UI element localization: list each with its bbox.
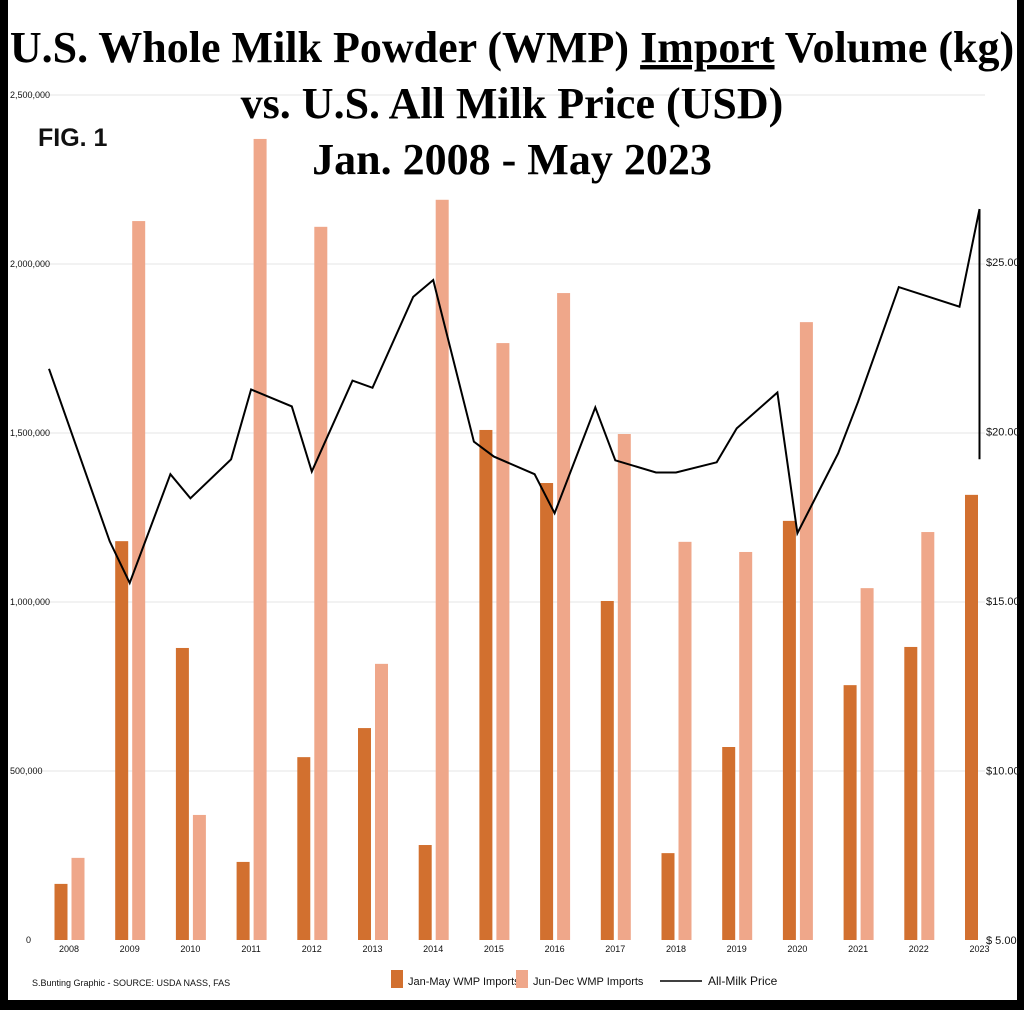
bar-jun-dec-2012 [314, 226, 328, 940]
bar-jun-dec-2020 [799, 322, 813, 940]
title-import-word: Import [640, 23, 775, 72]
bar-jun-dec-2016 [557, 293, 571, 940]
x-axis-tick-label: 2016 [545, 944, 565, 954]
x-axis-tick-label: 2019 [727, 944, 747, 954]
bar-jun-dec-2008 [71, 857, 85, 940]
bar-jan-may-2023 [965, 494, 978, 940]
left-axis-tick-label: 1,000,000 [10, 597, 50, 607]
bar-jan-may-2019 [722, 747, 736, 940]
left-axis-tick-label: 1,500,000 [10, 428, 50, 438]
right-axis-tick-label: $25.00 [986, 257, 1020, 269]
bar-jan-may-2014 [418, 845, 432, 940]
right-axis-tick-label: $15.00 [986, 596, 1020, 608]
bar-jun-dec-2017 [617, 434, 631, 940]
bar-jun-dec-2013 [375, 663, 388, 940]
x-axis-tick-label: 2012 [302, 944, 322, 954]
bar-jan-may-2015 [479, 429, 493, 940]
legend-swatch-jan-may [391, 970, 403, 988]
x-axis-tick-label: 2018 [666, 944, 686, 954]
left-axis-tick-label: 2,500,000 [10, 90, 50, 100]
chart-title-line-3: Jan. 2008 - May 2023 [312, 135, 712, 184]
x-axis-tick-label: 2013 [362, 944, 382, 954]
right-axis-tick-label: $20.00 [986, 427, 1020, 439]
bar-jan-may-2018 [661, 853, 675, 940]
x-axis-tick-label: 2020 [787, 944, 807, 954]
legend-label-price: All-Milk Price [708, 974, 778, 988]
bar-jan-may-2012 [297, 757, 311, 940]
bar-jan-may-2022 [904, 646, 918, 940]
x-axis-tick-label: 2017 [605, 944, 625, 954]
legend-swatch-jun-dec [516, 970, 528, 988]
bar-jan-may-2020 [782, 520, 796, 940]
chart-title-line-2: vs. U.S. All Milk Price (USD) [241, 79, 784, 128]
x-axis-tick-label: 2009 [120, 944, 140, 954]
x-axis-tick-label: 2022 [909, 944, 929, 954]
bar-jan-may-2017 [600, 600, 614, 940]
bar-jun-dec-2011 [253, 138, 267, 940]
bar-jun-dec-2015 [496, 343, 510, 940]
figure-label: FIG. 1 [38, 124, 108, 152]
x-axis-tick-label: 2014 [423, 944, 443, 954]
right-axis-tick-label: $ 5.00 [986, 935, 1017, 947]
bar-jun-dec-2014 [435, 199, 449, 940]
price-line [48, 208, 981, 586]
x-axis-tick-label: 2010 [180, 944, 200, 954]
bar-jan-may-2011 [236, 861, 250, 940]
right-axis-tick-label: $10.00 [986, 766, 1020, 778]
bar-jan-may-2013 [358, 728, 371, 940]
legend-label-jan-may: Jan-May WMP Imports [408, 976, 520, 988]
bar-jun-dec-2018 [678, 541, 692, 940]
bar-jun-dec-2022 [921, 532, 935, 940]
legend: Jan-May WMP Imports Jun-Dec WMP Imports … [391, 970, 778, 988]
chart-title-line-1: U.S. Whole Milk Powder (WMP) Import Volu… [10, 23, 1014, 72]
x-axis-tick-label: 2008 [59, 944, 79, 954]
bar-jan-may-2008 [54, 883, 68, 940]
x-axis-tick-label: 2021 [848, 944, 868, 954]
bar-jun-dec-2009 [132, 221, 146, 941]
bar-jan-may-2009 [115, 541, 129, 940]
bar-jun-dec-2021 [860, 588, 874, 940]
left-axis-tick-label: 2,000,000 [10, 259, 50, 269]
left-axis-tick-label: 0 [26, 935, 31, 945]
bar-jan-may-2021 [843, 685, 857, 940]
bar-jan-may-2016 [540, 483, 554, 940]
x-axis-tick-label: 2015 [484, 944, 504, 954]
bar-jun-dec-2010 [192, 814, 206, 940]
legend-label-jun-dec: Jun-Dec WMP Imports [533, 976, 644, 988]
source-note: S.Bunting Graphic - SOURCE: USDA NASS, F… [32, 978, 230, 988]
x-axis-tick-label: 2011 [241, 944, 260, 954]
left-axis-tick-label: 500,000 [10, 766, 43, 776]
x-axis-tick-label: 2023 [969, 944, 989, 954]
bar-jan-may-2010 [175, 647, 189, 940]
bar-jun-dec-2019 [739, 551, 753, 940]
